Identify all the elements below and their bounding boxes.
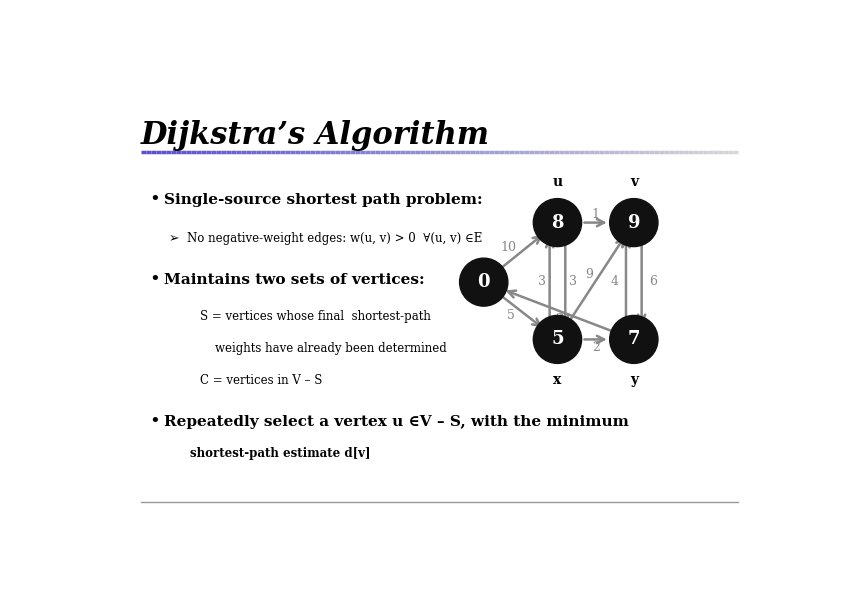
Text: Maintains two sets of vertices:: Maintains two sets of vertices: (164, 273, 424, 287)
Text: 3: 3 (538, 274, 546, 287)
Text: •: • (150, 271, 160, 289)
Text: Dijkstra’s Algorithm: Dijkstra’s Algorithm (141, 120, 490, 151)
Text: •: • (150, 413, 160, 431)
Text: 9: 9 (627, 214, 640, 231)
Text: v: v (630, 174, 638, 189)
Ellipse shape (533, 199, 582, 246)
Text: weights have already been determined: weights have already been determined (215, 342, 446, 355)
Text: 5: 5 (507, 309, 514, 322)
Text: ➢: ➢ (168, 232, 179, 245)
Text: No negative-weight edges: w(u, v) > 0  ∀(u, v) ∈E: No negative-weight edges: w(u, v) > 0 ∀(… (187, 232, 482, 245)
Text: 5: 5 (552, 330, 564, 349)
Text: Single-source shortest path problem:: Single-source shortest path problem: (164, 193, 482, 206)
Text: Repeatedly select a vertex u ∈V – S, with the minimum: Repeatedly select a vertex u ∈V – S, wit… (164, 415, 629, 429)
Text: 6: 6 (649, 274, 658, 287)
Text: •: • (150, 190, 160, 209)
Text: x: x (553, 374, 562, 387)
Text: u: u (552, 174, 562, 189)
Text: 4: 4 (610, 274, 618, 287)
Text: 10: 10 (501, 242, 517, 254)
Text: shortest-path estimate d[v]: shortest-path estimate d[v] (190, 447, 370, 461)
Text: 9: 9 (585, 268, 593, 281)
Text: S = vertices whose final  shortest-path: S = vertices whose final shortest-path (200, 310, 431, 323)
Ellipse shape (460, 258, 508, 306)
Text: 2: 2 (592, 341, 600, 354)
Text: 1: 1 (592, 208, 600, 221)
Text: 8: 8 (552, 214, 563, 231)
Ellipse shape (533, 315, 582, 364)
Text: 7: 7 (627, 330, 640, 349)
Text: y: y (630, 374, 638, 387)
Ellipse shape (610, 315, 658, 364)
Text: 0: 0 (477, 273, 490, 291)
Text: 2: 2 (555, 312, 562, 325)
Text: C = vertices in V – S: C = vertices in V – S (200, 374, 322, 387)
Text: 3: 3 (569, 274, 577, 287)
Ellipse shape (610, 199, 658, 246)
